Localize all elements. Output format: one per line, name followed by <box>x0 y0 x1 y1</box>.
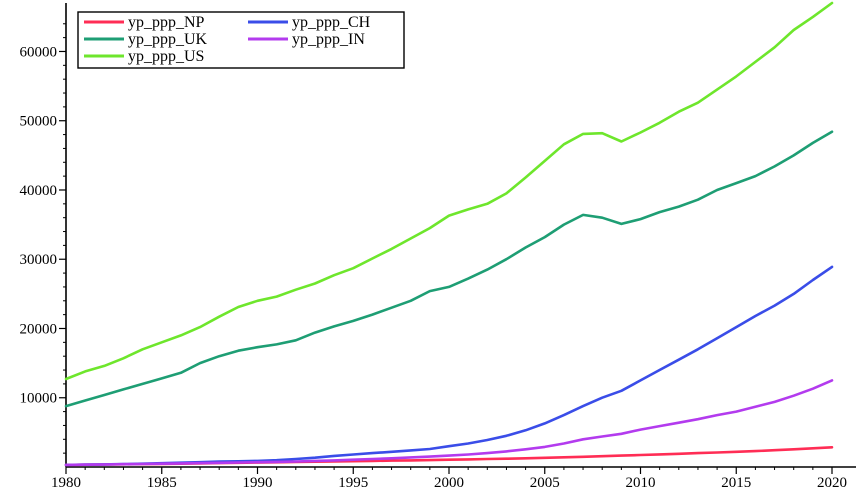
legend-label: yp_ppp_NP <box>128 14 205 31</box>
y-tick-label: 50000 <box>20 114 58 130</box>
y-axis-ticks: 10000 20000 30000 40000 50000 60000 <box>20 23 66 454</box>
x-tick-label: 1985 <box>147 475 177 490</box>
y-tick-label: 40000 <box>20 183 58 199</box>
x-axis-ticks: 1980 1985 1990 1995 2000 2005 2010 2015 2020 <box>51 467 847 490</box>
x-tick-label: 2010 <box>626 475 656 490</box>
legend-box <box>77 11 405 69</box>
x-tick-label: 1980 <box>51 475 81 490</box>
legend-label: yp_ppp_US <box>128 48 204 65</box>
x-tick-label: 1990 <box>243 475 273 490</box>
y-tick-label: 30000 <box>20 252 58 268</box>
y-tick-label: 60000 <box>20 44 58 60</box>
series-line-yp_ppp_IN <box>64 379 834 467</box>
legend-label: yp_ppp_CH <box>292 14 371 31</box>
legend-label: yp_ppp_UK <box>128 31 208 48</box>
x-tick-label: 2020 <box>817 475 847 490</box>
x-tick-label: 2005 <box>530 475 560 490</box>
series-line-yp_ppp_CH <box>64 265 834 467</box>
x-tick-label: 1995 <box>338 475 368 490</box>
series-line-yp_ppp_US <box>64 1 834 381</box>
y-tick-label: 20000 <box>20 321 58 337</box>
legend-label: yp_ppp_IN <box>292 31 365 48</box>
series-layer <box>64 1 834 467</box>
x-tick-label: 2000 <box>434 475 464 490</box>
plot-area <box>65 3 856 468</box>
y-tick-label: 10000 <box>20 391 58 407</box>
chart-legend: yp_ppp_NP yp_ppp_CH yp_ppp_UK yp_ppp_IN yp_p… <box>77 11 405 69</box>
series-line-yp_ppp_UK <box>64 130 834 408</box>
x-tick-label: 2015 <box>721 475 751 490</box>
